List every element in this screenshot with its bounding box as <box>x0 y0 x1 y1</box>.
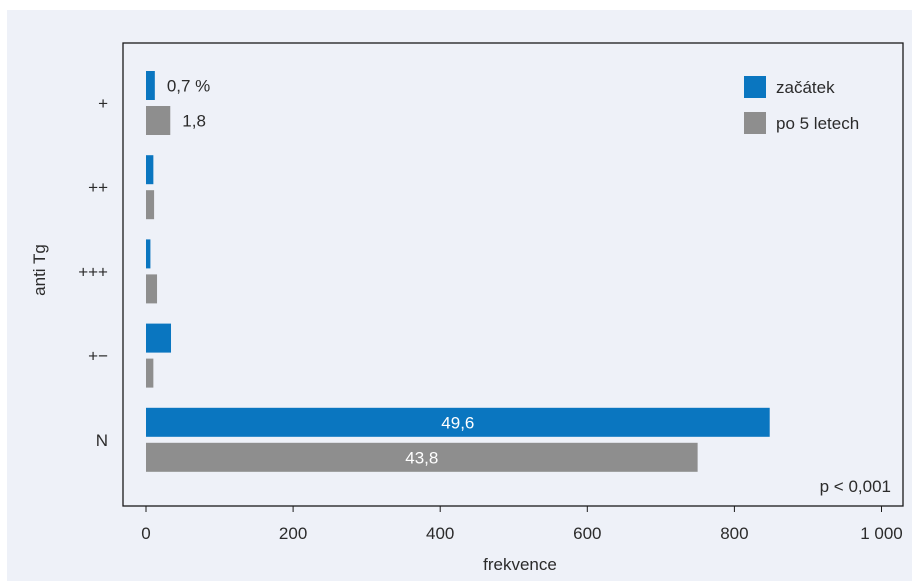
y-axis-title: anti Tg <box>30 244 49 296</box>
x-tick-label: 1 000 <box>860 524 903 543</box>
x-tick-label: 800 <box>720 524 748 543</box>
bar-data-label: 49,6 <box>441 413 474 432</box>
y-axis-ticks: +++++++−N <box>78 94 108 450</box>
p-value-annotation: p < 0,001 <box>820 477 891 496</box>
y-tick-label: ++ <box>88 178 108 197</box>
bar-zacatek-0 <box>146 71 155 100</box>
bar-zacatek-2 <box>146 239 151 269</box>
chart-frame <box>7 10 912 581</box>
plot-area-border <box>122 42 904 507</box>
x-tick-label: 600 <box>573 524 601 543</box>
bar-po-5-letech-1 <box>146 190 155 220</box>
y-tick-label: +− <box>88 347 108 366</box>
x-axis-ticks: 0 200 400 600 800 1 000 <box>141 506 903 543</box>
x-axis-title: frekvence <box>483 555 557 574</box>
legend-label: po 5 letech <box>776 114 859 133</box>
bar-data-label: 43,8 <box>405 448 438 467</box>
legend-label: začátek <box>776 78 835 97</box>
legend: začátek po 5 letech <box>744 76 859 134</box>
bar-data-label: 0,7 % <box>167 77 210 96</box>
bars-layer <box>146 71 770 472</box>
bar-zacatek-3 <box>146 323 172 353</box>
x-tick-label: 0 <box>141 524 150 543</box>
legend-swatch <box>744 76 766 98</box>
bar-po-5-letech-3 <box>146 358 154 388</box>
data-labels-layer: 0,7 % 1,8 49,643,8 <box>167 77 475 468</box>
legend-swatch <box>744 112 766 134</box>
bar-po-5-letech-2 <box>146 274 158 304</box>
bar-data-label: 1,8 <box>182 112 206 131</box>
bar-zacatek-4 <box>146 407 770 437</box>
y-tick-label: +++ <box>78 262 108 281</box>
bar-zacatek-1 <box>146 155 154 185</box>
bar-po-5-letech-0 <box>146 106 171 135</box>
x-tick-label: 200 <box>279 524 307 543</box>
x-tick-label: 400 <box>426 524 454 543</box>
y-tick-label: + <box>98 94 108 113</box>
bar-po-5-letech-4 <box>146 442 698 472</box>
y-tick-label: N <box>96 431 108 450</box>
